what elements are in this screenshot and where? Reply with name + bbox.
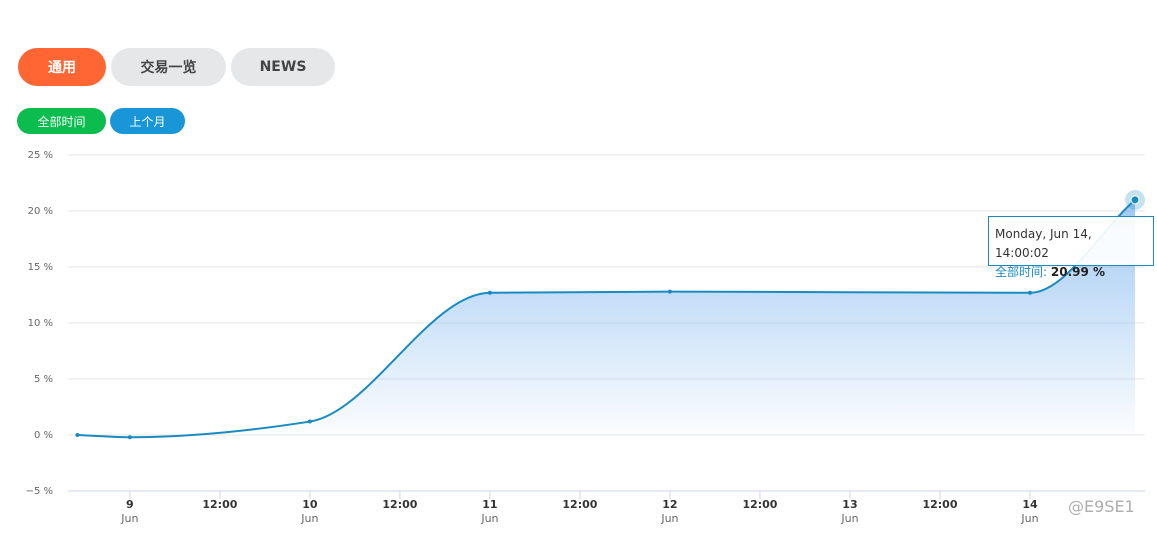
tab[interactable]: 交易一览 xyxy=(111,48,226,86)
point xyxy=(307,419,312,424)
x-tick-label: 12:00 xyxy=(742,498,778,511)
x-tick-label: 13 Jun xyxy=(841,498,859,525)
y-tick-label: 0 % xyxy=(34,430,53,441)
tooltip: Monday, Jun 14, 14:00:02 全部时间: 20.99 % xyxy=(988,216,1154,279)
x-tick-label: 14 Jun xyxy=(1021,498,1039,525)
x-tick-label: 12:00 xyxy=(922,498,958,511)
x-tick-label: 10 Jun xyxy=(301,498,319,525)
y-tick-label: 20 % xyxy=(28,206,53,217)
x-tick-label: 12:00 xyxy=(562,498,598,511)
watermark: @E9SE1 xyxy=(1068,497,1135,516)
tooltip-value: 20.99 % xyxy=(1050,265,1106,279)
x-tick-label: 12 Jun xyxy=(661,498,679,525)
y-tick-label: 15 % xyxy=(28,262,53,273)
tooltip-row: 全部时间: 20.99 % xyxy=(995,265,1106,279)
y-tick-label: 5 % xyxy=(34,374,53,385)
tooltip-series: 全部时间 xyxy=(995,265,1044,279)
point xyxy=(667,289,672,294)
point xyxy=(75,433,80,437)
x-tick-label: 11 Jun xyxy=(481,498,499,525)
range-button[interactable]: 上个月 xyxy=(110,108,185,134)
y-tick-label: 25 % xyxy=(28,150,53,161)
tab[interactable]: 通用 xyxy=(18,48,106,86)
x-tick-label: 12:00 xyxy=(202,498,238,511)
point xyxy=(1027,290,1032,295)
point xyxy=(1130,195,1140,205)
y-tick-label: 10 % xyxy=(28,318,53,329)
point xyxy=(487,290,492,295)
x-tick-label: 9 Jun xyxy=(121,498,139,525)
point xyxy=(127,435,132,440)
tab[interactable]: NEWS xyxy=(231,48,335,86)
x-tick-label: 12:00 xyxy=(382,498,418,511)
range-button[interactable]: 全部时间 xyxy=(17,108,106,134)
area-fill xyxy=(77,199,1136,438)
y-tick-label: −5 % xyxy=(26,486,53,497)
tooltip-title: Monday, Jun 14, 14:00:02 xyxy=(995,227,1092,260)
